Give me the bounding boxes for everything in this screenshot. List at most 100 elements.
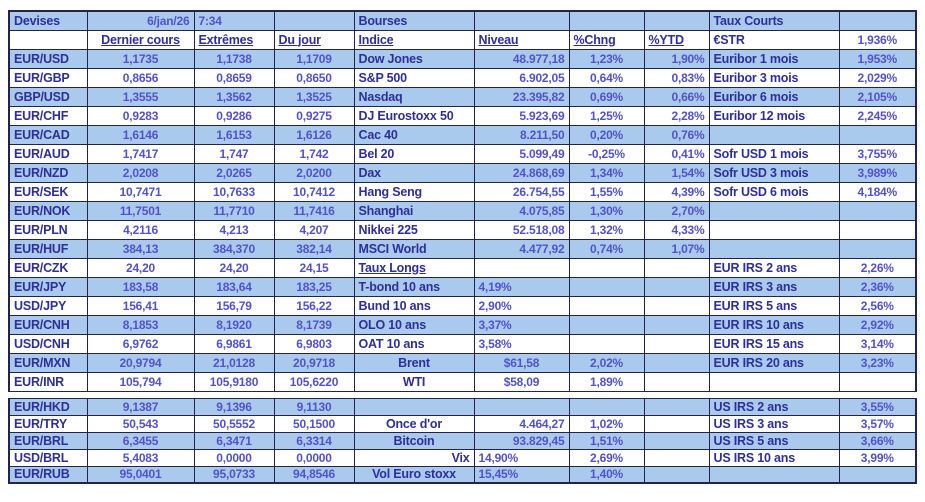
cell-1-55[interactable]: 1,55% xyxy=(568,181,645,202)
cell-empty[interactable] xyxy=(643,352,710,373)
cell-0-66[interactable]: 0,66% xyxy=(643,86,710,107)
cell-1-747[interactable]: 1,747 xyxy=(193,143,275,164)
cell-empty[interactable] xyxy=(568,397,645,416)
cell-empty[interactable] xyxy=(643,465,710,484)
cell-1-6146[interactable]: 1,6146 xyxy=(86,124,195,145)
cell-4-207[interactable]: 4,207 xyxy=(273,219,355,240)
cell-24-15[interactable]: 24,15 xyxy=(273,257,355,278)
cell-eur-hkd[interactable]: EUR/HKD xyxy=(8,397,88,416)
cell-nasdaq[interactable]: Nasdaq xyxy=(353,86,475,107)
cell-9-1396[interactable]: 9,1396 xyxy=(193,397,275,416)
cell-2-26[interactable]: 2,26% xyxy=(838,257,917,278)
cell-6-9803[interactable]: 6,9803 xyxy=(273,333,355,354)
cell-23-395-82[interactable]: 23.395,82 xyxy=(473,86,570,107)
cell-0-83[interactable]: 0,83% xyxy=(643,67,710,88)
cell-1-54[interactable]: 1,54% xyxy=(643,162,710,183)
cell-1-742[interactable]: 1,742 xyxy=(273,143,355,164)
cell-us-irs-2-ans[interactable]: US IRS 2 ans xyxy=(708,397,840,416)
cell-devises[interactable]: Devises xyxy=(8,10,88,31)
cell-empty[interactable] xyxy=(838,200,917,221)
cell-empty[interactable] xyxy=(838,219,917,240)
cell-3-99[interactable]: 3,99% xyxy=(838,448,917,467)
cell-5-4083[interactable]: 5,4083 xyxy=(86,448,195,467)
cell-empty[interactable] xyxy=(473,397,570,416)
cell-6-3314[interactable]: 6,3314 xyxy=(273,431,355,450)
cell-du-jour[interactable]: Du jour xyxy=(273,29,355,50)
cell-382-14[interactable]: 382,14 xyxy=(273,238,355,259)
cell-us-irs-10-ans[interactable]: US IRS 10 ans xyxy=(708,448,840,467)
cell-0-9283[interactable]: 0,9283 xyxy=(86,105,195,126)
cell-3-58[interactable]: 3,58% xyxy=(473,333,570,354)
cell-50-1500[interactable]: 50,1500 xyxy=(273,414,355,433)
cell-eur-cad[interactable]: EUR/CAD xyxy=(8,124,88,145)
cell-once-d-or[interactable]: Once d'or xyxy=(353,414,475,433)
cell-1-90[interactable]: 1,90% xyxy=(643,48,710,69)
cell-eur-rub[interactable]: EUR/RUB xyxy=(8,465,88,484)
cell-3-57[interactable]: 3,57% xyxy=(838,414,917,433)
cell-sofr-usd-1-mois[interactable]: Sofr USD 1 mois xyxy=(708,143,840,164)
cell-olo-10-ans[interactable]: OLO 10 ans xyxy=(353,314,475,335)
cell-empty[interactable] xyxy=(643,257,710,278)
cell-0-64[interactable]: 0,64% xyxy=(568,67,645,88)
cell-eur-try[interactable]: EUR/TRY xyxy=(8,414,88,433)
cell-dernier-cours[interactable]: Dernier cours xyxy=(86,29,195,50)
cell-t-bond-10-ans[interactable]: T-bond 10 ans xyxy=(353,276,475,297)
cell-4-33[interactable]: 4,33% xyxy=(643,219,710,240)
cell-empty[interactable] xyxy=(568,276,645,297)
cell-eur-irs-5-ans[interactable]: EUR IRS 5 ans xyxy=(708,295,840,316)
cell-0-0000[interactable]: 0,0000 xyxy=(193,448,275,467)
cell-156-22[interactable]: 156,22 xyxy=(273,295,355,316)
cell-1-3555[interactable]: 1,3555 xyxy=(86,86,195,107)
cell-24-20[interactable]: 24,20 xyxy=(86,257,195,278)
cell-183-25[interactable]: 183,25 xyxy=(273,276,355,297)
cell-1-936[interactable]: 1,936% xyxy=(838,29,917,50)
cell-183-64[interactable]: 183,64 xyxy=(193,276,275,297)
cell-empty[interactable] xyxy=(838,124,917,145)
cell-empty[interactable] xyxy=(643,431,710,450)
cell-gbp-usd[interactable]: GBP/USD xyxy=(8,86,88,107)
cell-2-92[interactable]: 2,92% xyxy=(838,314,917,335)
cell-eur-jpy[interactable]: EUR/JPY xyxy=(8,276,88,297)
cell-empty[interactable] xyxy=(838,238,917,259)
cell-empty[interactable] xyxy=(838,465,917,484)
cell-euribor-3-mois[interactable]: Euribor 3 mois xyxy=(708,67,840,88)
cell-0-25[interactable]: -0,25% xyxy=(568,143,645,164)
cell-empty[interactable] xyxy=(708,124,840,145)
cell-2-029[interactable]: 2,029% xyxy=(838,67,917,88)
cell-empty[interactable] xyxy=(568,314,645,335)
cell-384-13[interactable]: 384,13 xyxy=(86,238,195,259)
cell-empty[interactable] xyxy=(643,276,710,297)
cell-empty[interactable] xyxy=(568,333,645,354)
cell-euribor-12-mois[interactable]: Euribor 12 mois xyxy=(708,105,840,126)
cell-wti[interactable]: WTI xyxy=(353,371,475,392)
cell-1-953[interactable]: 1,953% xyxy=(838,48,917,69)
cell-156-79[interactable]: 156,79 xyxy=(193,295,275,316)
cell-52-518-08[interactable]: 52.518,08 xyxy=(473,219,570,240)
cell-empty[interactable] xyxy=(568,295,645,316)
cell-24-868-69[interactable]: 24.868,69 xyxy=(473,162,570,183)
cell-11-7710[interactable]: 11,7710 xyxy=(193,200,275,221)
cell-eur-nok[interactable]: EUR/NOK xyxy=(8,200,88,221)
cell-8-1920[interactable]: 8,1920 xyxy=(193,314,275,335)
cell-extr-mes[interactable]: Extrêmes xyxy=(193,29,275,50)
cell-empty[interactable] xyxy=(643,397,710,416)
cell-1-3525[interactable]: 1,3525 xyxy=(273,86,355,107)
cell-105-6220[interactable]: 105,6220 xyxy=(273,371,355,392)
cell-0-41[interactable]: 0,41% xyxy=(643,143,710,164)
cell-2-69[interactable]: 2,69% xyxy=(568,448,645,467)
cell-3-55[interactable]: 3,55% xyxy=(838,397,917,416)
cell-1-23[interactable]: 1,23% xyxy=(568,48,645,69)
cell-95-0401[interactable]: 95,0401 xyxy=(86,465,195,484)
cell-5-099-49[interactable]: 5.099,49 xyxy=(473,143,570,164)
cell-chng[interactable]: %Chng xyxy=(568,29,645,50)
cell-1-34[interactable]: 1,34% xyxy=(568,162,645,183)
cell-1-07[interactable]: 1,07% xyxy=(643,238,710,259)
cell-6-902-05[interactable]: 6.902,05 xyxy=(473,67,570,88)
cell-empty[interactable] xyxy=(708,465,840,484)
cell-61-58[interactable]: $61,58 xyxy=(473,352,570,373)
cell-95-0733[interactable]: 95,0733 xyxy=(193,465,275,484)
cell-2-0208[interactable]: 2,0208 xyxy=(86,162,195,183)
cell-empty[interactable] xyxy=(643,295,710,316)
cell-48-977-18[interactable]: 48.977,18 xyxy=(473,48,570,69)
cell-usd-brl[interactable]: USD/BRL xyxy=(8,448,88,467)
